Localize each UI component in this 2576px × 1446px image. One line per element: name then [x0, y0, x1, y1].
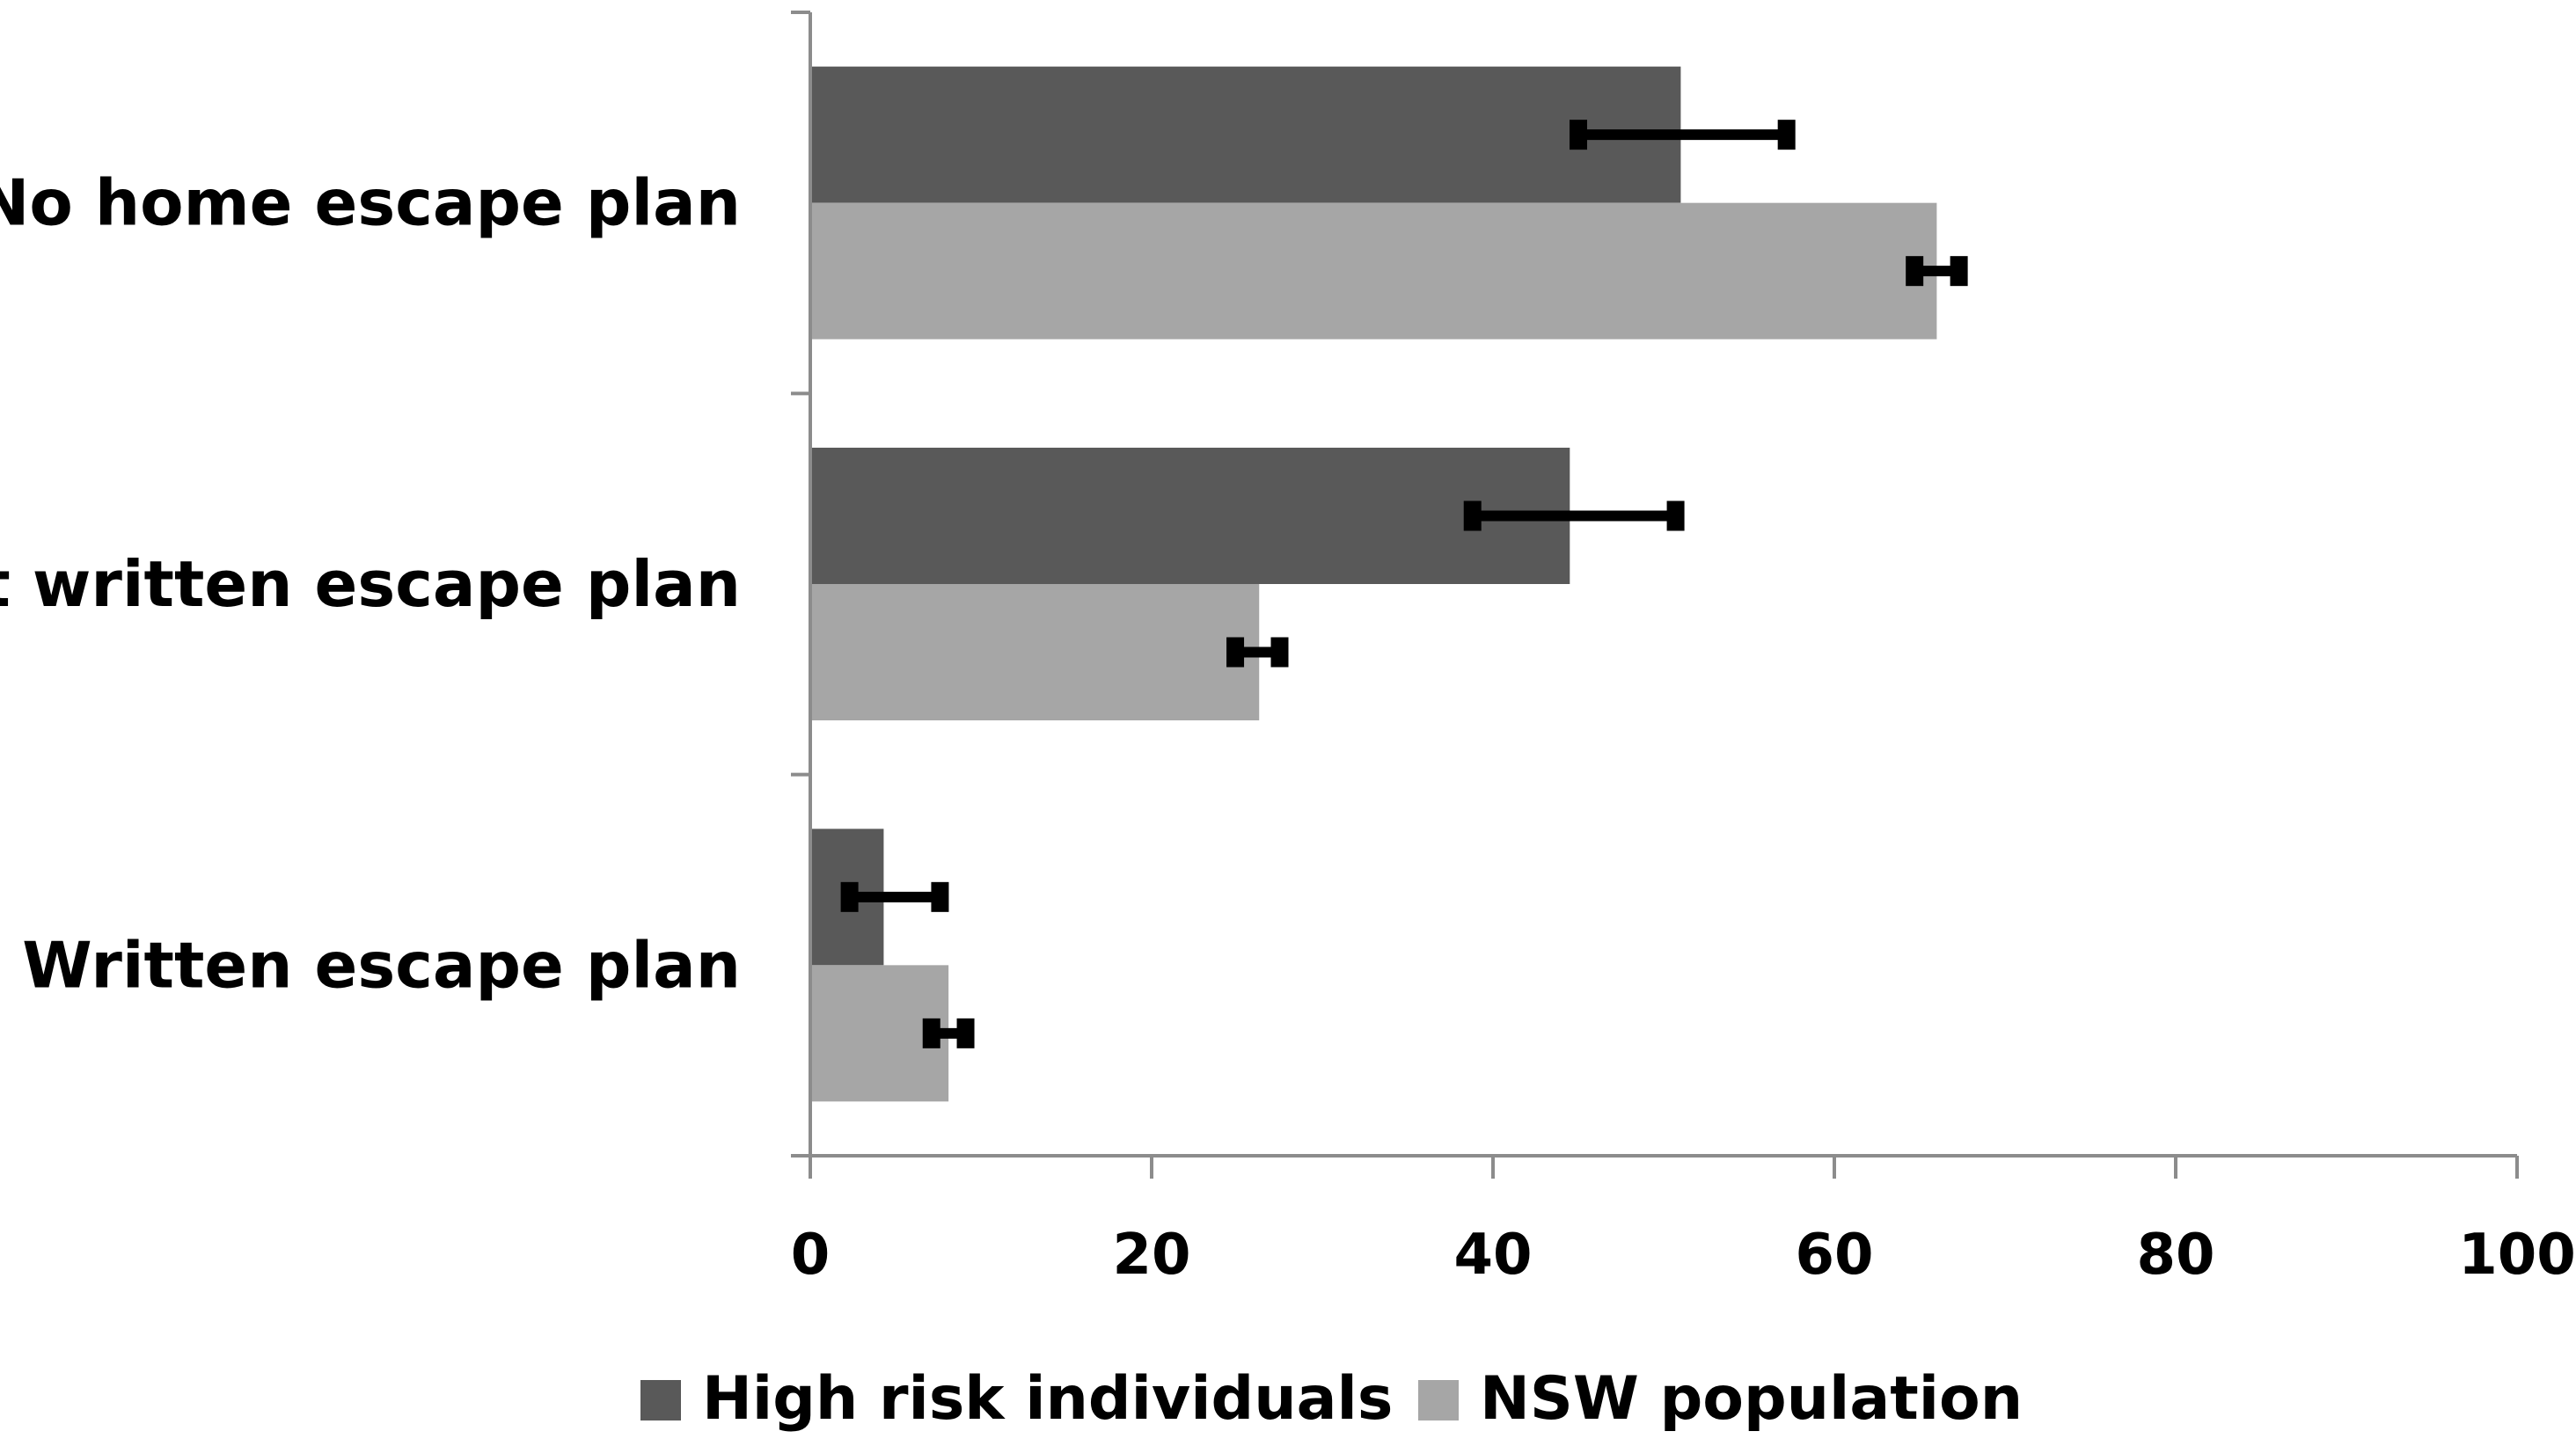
- bars-layer: [810, 66, 1937, 1102]
- error-bar-high-risk-1: [1463, 500, 1685, 531]
- error-bars-layer: [840, 120, 1968, 1048]
- category-label-2: Written escape plan: [22, 928, 741, 1002]
- category-label-0: No home escape plan: [0, 166, 741, 240]
- legend-item-1: NSW population: [1418, 1364, 2023, 1434]
- x-tick-label-3: 60: [1795, 1223, 1873, 1288]
- error-bar-nsw-1: [1226, 637, 1289, 668]
- x-tick-label-0: 0: [791, 1223, 831, 1288]
- error-bar-nsw-2: [922, 1018, 975, 1048]
- x-tick-label-1: 20: [1112, 1223, 1190, 1288]
- x-tick-label-2: 40: [1453, 1223, 1532, 1288]
- x-tick-label-5: 100: [2458, 1223, 2576, 1288]
- bar-high-risk-1: [810, 448, 1570, 584]
- error-bar-high-risk-2: [840, 881, 949, 912]
- category-labels: No home escape plan Not written escape pl…: [0, 166, 741, 1003]
- legend-swatch-1: [1418, 1380, 1459, 1420]
- bar-nsw-1: [810, 584, 1260, 720]
- legend-item-0: High risk individuals: [640, 1364, 1393, 1434]
- category-label-1: Not written escape plan: [0, 547, 741, 621]
- axes-layer: [791, 11, 2519, 1179]
- legend-swatch-0: [640, 1380, 681, 1420]
- x-tick-label-4: 80: [2136, 1223, 2214, 1288]
- legend: High risk individuals NSW population: [640, 1364, 2023, 1434]
- x-tick-labels: 0 20 40 60 80 100: [791, 1223, 2576, 1288]
- error-bar-high-risk-0: [1570, 120, 1796, 150]
- bar-high-risk-0: [810, 66, 1681, 203]
- legend-label-1: NSW population: [1480, 1364, 2023, 1434]
- bar-nsw-0: [810, 202, 1937, 340]
- legend-label-0: High risk individuals: [702, 1364, 1393, 1434]
- error-bar-nsw-0: [1906, 256, 1968, 287]
